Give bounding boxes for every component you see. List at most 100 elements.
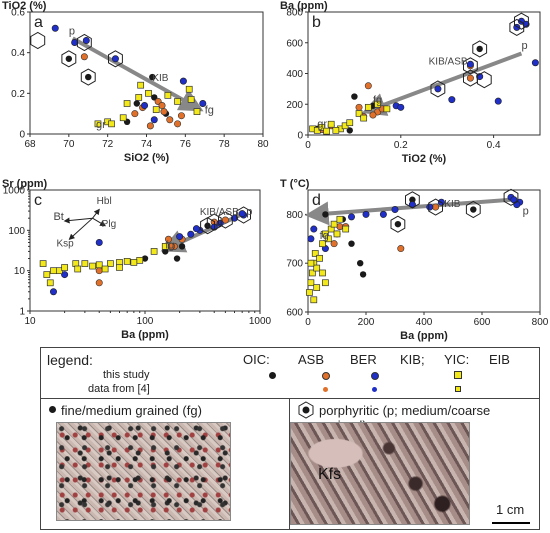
panel-d-asb-point: [357, 260, 364, 267]
panel-c-asb-point: [162, 248, 169, 255]
panel-b-porphyritic-hex: [463, 69, 478, 87]
panel-c-asb-point: [141, 255, 149, 262]
panel-a-trend-arrow: [71, 36, 204, 112]
panel-d-eib-point: [330, 220, 338, 228]
panel-a-ylabel: TiO2 (%): [2, 0, 47, 12]
panel-a-ytick-label: 0.4: [11, 48, 25, 59]
panel-d-ber-point: [432, 203, 440, 211]
panel-a-eib-point: [185, 85, 193, 93]
panel-c-xlabel: Ba (ppm): [121, 329, 169, 341]
panel-c-eib-point: [116, 264, 123, 271]
panel-a-ber-point: [177, 112, 185, 120]
panel-d-xtick-label: 800: [532, 317, 549, 328]
panel-a-ber-point: [146, 122, 154, 130]
panel-b-panel-letter: b: [312, 14, 321, 31]
panel-a-ber-point: [80, 53, 88, 61]
panel-a-porphyritic-hex: [30, 31, 46, 50]
legend-group-kib: KIB;: [400, 352, 425, 367]
panel-d-porphyritic-hex: [390, 215, 406, 233]
panel-d-asb-point: [348, 240, 355, 247]
panel-b-ytick-label: 600: [286, 38, 303, 49]
panel-d-porphyritic-hex: [405, 191, 420, 209]
panel-d-kib-point: [391, 206, 399, 214]
scale-bar: [492, 522, 530, 524]
panel-b-eib-point: [360, 114, 368, 122]
panel-a-asb-point: [149, 73, 156, 81]
panel-a-eib-point: [137, 81, 145, 89]
panel-c-eib-point: [74, 265, 82, 273]
panel-a-ber-point: [158, 102, 166, 110]
panel-a-asb-point: [133, 100, 140, 107]
panel-b-ylabel: Ba (ppm): [280, 0, 328, 12]
panel-a-eib-point: [187, 96, 195, 103]
panel-c-ytick-label: 100: [8, 226, 25, 237]
panel-c-ber-point: [95, 267, 103, 275]
panel-c-ber-point: [221, 216, 229, 224]
legend-oic-label: OIC:: [243, 352, 270, 367]
panel-d-kib-point: [347, 213, 355, 221]
panel-d-eib-point: [319, 269, 326, 277]
panel-b-ber-point: [369, 111, 377, 119]
panel-d-ytick-label: 800: [286, 210, 303, 221]
panel-c-kib-point: [230, 214, 238, 222]
panel-c-ber-point: [95, 279, 103, 287]
panel-d-eib-point: [313, 264, 321, 272]
panel-d-eib-point: [311, 250, 319, 257]
legend-ber-lit-marker: [323, 387, 328, 392]
panel-c-eib-point: [123, 258, 131, 265]
panel-c-annotation: Plg: [102, 219, 116, 230]
legend-divider-vertical: [289, 398, 290, 529]
panel-b-porphyritic-hex: [509, 18, 525, 36]
panel-a-eib-point: [145, 89, 152, 97]
panel-a-panel-letter: a: [34, 14, 43, 31]
panel-a-porphyritic-hex: [76, 33, 92, 52]
panel-a-eib-point: [108, 120, 115, 128]
legend-data-from: data from [4]: [88, 383, 150, 395]
panel-d-kib-point: [362, 210, 370, 218]
panel-b-asb-point: [351, 93, 358, 100]
panel-c-annotation: Bt: [53, 211, 63, 223]
panel-b-eib-point: [332, 127, 340, 134]
panel-a-xtick-label: 72: [102, 139, 114, 150]
fine-grained-sample-photo: [56, 422, 231, 521]
panel-b-porphyritic-hex: [514, 12, 529, 30]
panel-b-xlabel: TiO2 (%): [402, 153, 447, 165]
panel-c-xtick-label: 10: [24, 316, 36, 327]
panel-c-eib-point: [136, 257, 144, 264]
panel-b-ytick-label: 0: [297, 131, 303, 142]
panel-b-frame: [307, 11, 541, 136]
panel-a-ber-point: [160, 108, 168, 116]
panel-a-xtick-label: 70: [63, 139, 75, 150]
panel-b-xtick-label: 0: [305, 140, 311, 151]
panel-a-ytick-label: 0.2: [11, 89, 25, 100]
panel-a-ber-point: [131, 110, 139, 118]
panel-c-annotation: Hbl: [97, 196, 112, 207]
panel-b-ber-point: [364, 82, 372, 90]
panel-c-eib-point: [107, 260, 114, 267]
legend-this-study: this study: [103, 369, 150, 381]
panel-d-eib-point: [324, 235, 332, 243]
panel-c-mineral-vector: [63, 217, 93, 224]
panel-b-asb-point: [476, 45, 483, 53]
panel-a-xtick-label: 74: [141, 139, 153, 150]
panel-b-eib-point: [374, 100, 381, 108]
panel-d-ytick-label: 700: [286, 259, 303, 270]
panel-c-eib-point: [43, 271, 51, 278]
kfs-label: Kfs: [318, 466, 342, 483]
panel-c-ber-point: [164, 235, 172, 243]
panel-c-porphyritic-hex: [200, 217, 215, 235]
panel-c-ytick-label: 1: [19, 307, 25, 318]
panel-b-eib-point: [355, 110, 363, 117]
panel-c-mineral-vector: [68, 217, 93, 240]
panel-a-annotation: fg: [205, 105, 214, 117]
panel-a-kib-point: [51, 24, 59, 32]
legend-asb-study-marker: [269, 372, 276, 379]
panel-b-ber-point: [466, 74, 474, 82]
panel-b-eib-point: [364, 103, 372, 111]
panel-c-porphyritic-hex: [236, 206, 251, 224]
panel-d-xtick-label: 600: [474, 317, 491, 328]
panel-c-asb-point: [173, 255, 181, 262]
panel-d-asb-point: [409, 196, 416, 203]
panel-c-annotation: Ksp: [57, 238, 75, 249]
